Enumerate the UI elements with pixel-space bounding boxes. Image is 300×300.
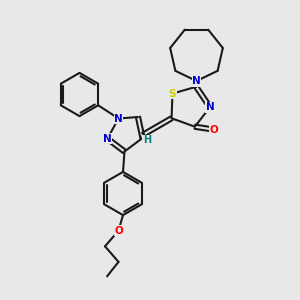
Text: S: S (169, 88, 176, 99)
Text: O: O (114, 226, 123, 236)
Text: N: N (103, 134, 112, 144)
Text: N: N (206, 102, 214, 112)
Text: O: O (210, 125, 219, 135)
Text: N: N (192, 76, 201, 86)
Text: N: N (114, 113, 123, 124)
Text: H: H (142, 135, 151, 145)
